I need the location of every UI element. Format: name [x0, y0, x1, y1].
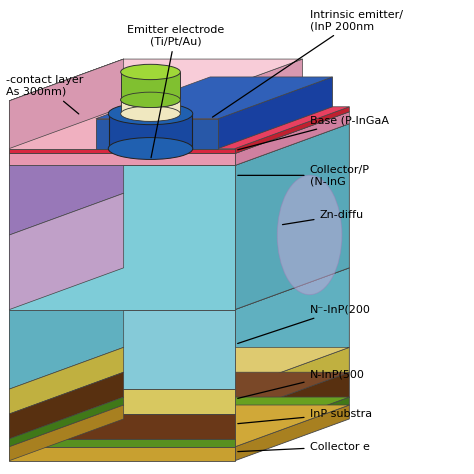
Polygon shape — [9, 347, 124, 414]
Polygon shape — [9, 405, 124, 461]
Ellipse shape — [108, 103, 193, 125]
Polygon shape — [9, 107, 349, 148]
Polygon shape — [121, 100, 180, 114]
Text: Intrinsic emitter/
(InP 200nm: Intrinsic emitter/ (InP 200nm — [212, 9, 402, 117]
Polygon shape — [9, 112, 124, 154]
Polygon shape — [9, 59, 124, 148]
Polygon shape — [9, 310, 235, 389]
Polygon shape — [109, 114, 192, 148]
Polygon shape — [9, 148, 235, 154]
Polygon shape — [9, 447, 235, 461]
Polygon shape — [9, 59, 124, 310]
Polygon shape — [218, 77, 332, 148]
Text: Collector/P
(N-InG: Collector/P (N-InG — [238, 164, 370, 186]
Polygon shape — [9, 154, 235, 165]
Text: Emitter electrode
(Ti/Pt/Au): Emitter electrode (Ti/Pt/Au) — [127, 25, 224, 158]
Polygon shape — [9, 124, 124, 310]
Polygon shape — [9, 107, 124, 165]
Ellipse shape — [121, 92, 180, 108]
Text: Collector e: Collector e — [238, 442, 369, 452]
Ellipse shape — [277, 175, 342, 295]
Polygon shape — [9, 372, 124, 439]
Polygon shape — [235, 268, 349, 389]
Polygon shape — [9, 101, 188, 148]
Polygon shape — [9, 112, 124, 165]
Polygon shape — [9, 124, 124, 235]
Polygon shape — [9, 59, 124, 148]
Polygon shape — [9, 414, 235, 439]
Polygon shape — [235, 124, 349, 310]
Polygon shape — [96, 118, 218, 148]
Polygon shape — [9, 193, 124, 310]
Polygon shape — [9, 405, 349, 447]
Ellipse shape — [121, 92, 180, 108]
Polygon shape — [9, 268, 349, 310]
Polygon shape — [235, 405, 349, 461]
Text: Zn-diffu: Zn-diffu — [283, 210, 364, 225]
Polygon shape — [9, 389, 235, 414]
Text: N-InP(500: N-InP(500 — [238, 369, 365, 398]
Polygon shape — [9, 372, 349, 414]
Polygon shape — [9, 124, 349, 165]
Polygon shape — [9, 112, 349, 154]
Polygon shape — [235, 372, 349, 439]
Text: -contact layer
As 300nm): -contact layer As 300nm) — [6, 75, 84, 114]
Polygon shape — [121, 72, 180, 100]
Polygon shape — [235, 347, 349, 414]
Polygon shape — [9, 347, 349, 389]
Polygon shape — [9, 59, 302, 101]
Polygon shape — [235, 107, 349, 154]
Ellipse shape — [108, 137, 193, 159]
Text: InP substra: InP substra — [238, 409, 372, 424]
Polygon shape — [96, 77, 332, 118]
Polygon shape — [9, 397, 124, 447]
Polygon shape — [9, 397, 349, 439]
Polygon shape — [235, 397, 349, 447]
Polygon shape — [9, 165, 235, 310]
Polygon shape — [9, 268, 124, 389]
Polygon shape — [9, 439, 235, 447]
Polygon shape — [235, 112, 349, 165]
Ellipse shape — [121, 64, 180, 80]
Text: Base (P-InGaA: Base (P-InGaA — [237, 116, 389, 150]
Text: N⁻-InP(200: N⁻-InP(200 — [237, 305, 371, 344]
Polygon shape — [188, 59, 302, 148]
Ellipse shape — [121, 106, 180, 121]
